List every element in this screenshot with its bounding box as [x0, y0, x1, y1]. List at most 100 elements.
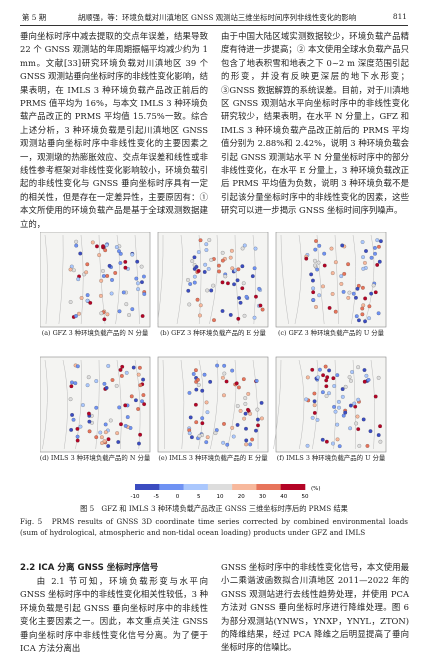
station-dot: [205, 435, 210, 440]
station-dot: [104, 243, 109, 248]
station-dot: [242, 243, 247, 248]
station-dot: [205, 288, 210, 293]
station-dot: [250, 274, 255, 279]
station-dot: [340, 394, 345, 399]
station-dot: [330, 271, 335, 276]
map-line: [80, 234, 84, 325]
station-dot: [114, 383, 119, 388]
station-dot: [196, 377, 200, 382]
station-dot: [255, 417, 260, 422]
station-dot: [362, 368, 367, 372]
station-dot: [304, 256, 309, 261]
station-dot: [356, 427, 361, 432]
station-dot: [106, 437, 111, 442]
map-line: [95, 359, 100, 450]
station-dot: [355, 286, 360, 291]
station-dot: [238, 300, 243, 305]
station-dot: [213, 431, 218, 435]
station-dot: [95, 244, 99, 249]
station-dot: [203, 262, 208, 267]
station-dot: [192, 255, 197, 260]
station-dot: [321, 373, 326, 378]
station-dot: [136, 287, 140, 292]
station-dot: [190, 435, 194, 440]
station-dot: [220, 250, 225, 255]
station-dot: [94, 405, 99, 410]
station-dot: [198, 313, 202, 318]
map-line: [298, 359, 305, 450]
station-dot: [94, 435, 99, 440]
station-dot: [360, 312, 365, 317]
station-dot: [120, 364, 125, 369]
panel-caption: (f) IMLS 3 种环境负载产品的 U 分量: [276, 454, 386, 462]
station-dot: [87, 411, 91, 416]
station-dot: [75, 438, 80, 443]
station-dot: [346, 295, 351, 300]
station-dot: [305, 443, 310, 448]
station-dot: [246, 407, 250, 412]
station-dot: [323, 364, 328, 369]
station-dot: [333, 260, 338, 265]
station-dot: [200, 416, 205, 421]
station-dot: [324, 378, 329, 383]
station-dot: [321, 284, 325, 289]
station-dot: [352, 401, 357, 406]
station-dot: [222, 371, 227, 376]
station-dot: [312, 403, 317, 408]
station-dot: [230, 368, 235, 373]
station-dot: [365, 444, 370, 448]
station-dot: [74, 239, 79, 244]
station-dot: [124, 370, 129, 375]
colorbar-segment: [207, 484, 233, 490]
station-dot: [354, 314, 359, 319]
station-dot: [335, 437, 340, 442]
station-dot: [228, 313, 233, 317]
station-dot: [129, 394, 134, 399]
figure: (a) GFZ 3 种环境负载产品的 N 分量 (b) GFZ 3 种环境负载产品…: [40, 232, 387, 500]
station-dot: [99, 293, 103, 298]
station-dot: [254, 294, 258, 299]
station-dot: [244, 438, 249, 443]
station-dot: [204, 400, 209, 405]
station-dot: [355, 414, 360, 419]
station-dot: [367, 304, 372, 309]
station-dot: [333, 409, 338, 414]
station-dot: [241, 377, 246, 382]
station-dot: [230, 266, 235, 271]
station-dot: [114, 245, 119, 249]
station-dot: [76, 277, 81, 282]
map-line: [226, 359, 237, 450]
station-dot: [332, 384, 337, 388]
station-dot: [375, 262, 380, 267]
station-dot: [78, 424, 83, 429]
station-dot: [361, 266, 366, 271]
station-dot: [123, 259, 128, 264]
station-dot: [142, 402, 147, 407]
station-dot: [378, 239, 383, 244]
colorbar-unit: (%): [311, 486, 321, 492]
station-dot: [190, 259, 195, 263]
station-dot: [313, 258, 317, 263]
station-dot: [206, 267, 211, 271]
station-dot: [103, 430, 108, 435]
station-dot: [259, 400, 264, 405]
station-dot: [140, 280, 144, 285]
station-dot: [200, 421, 205, 426]
station-dot: [347, 375, 352, 380]
station-dot: [375, 238, 380, 243]
map-line: [98, 234, 106, 325]
station-dot: [254, 428, 258, 433]
station-dot: [113, 271, 118, 275]
map-line: [58, 234, 64, 325]
station-dot: [135, 259, 140, 264]
station-dot: [257, 286, 262, 291]
station-dot: [209, 288, 214, 293]
station-dot: [240, 264, 245, 269]
station-dot: [248, 442, 253, 447]
station-dot: [376, 433, 381, 437]
station-dot: [202, 270, 207, 274]
station-dot: [223, 274, 228, 279]
station-dot: [346, 262, 351, 267]
station-dot: [137, 365, 142, 370]
station-dot: [252, 315, 257, 320]
